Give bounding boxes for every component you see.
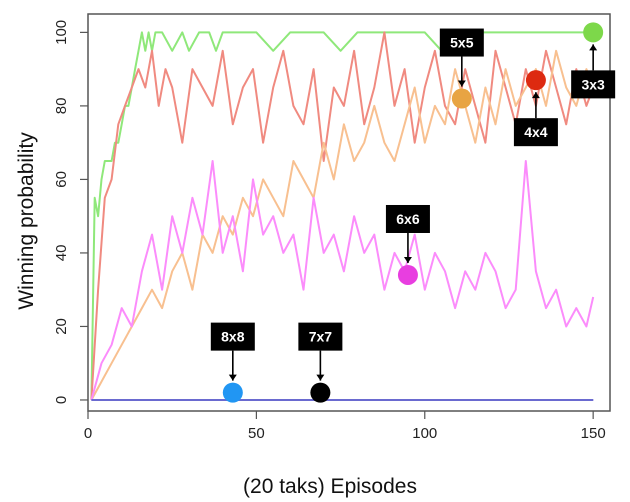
y-tick-label: 40 [53, 245, 70, 262]
callout-box [571, 70, 616, 99]
y-axis-ticks: 0 20 40 60 80 100 [53, 20, 88, 404]
y-tick-label: 80 [53, 98, 70, 115]
y-tick-label: 20 [53, 318, 70, 335]
marker-dot [525, 70, 546, 91]
marker-dot [451, 88, 472, 109]
callout-box [513, 118, 558, 147]
callout-box [385, 204, 430, 233]
plot-frame [87, 13, 611, 412]
marker-5x5: 5x5 [439, 28, 484, 109]
callout-arrowhead [403, 256, 412, 263]
x-tick-label: 0 [84, 425, 92, 442]
marker-dot [310, 382, 331, 403]
x-tick-label: 100 [412, 425, 437, 442]
callout-label: 7x7 [309, 329, 333, 345]
callout-arrowhead [457, 80, 466, 87]
x-tick-label: 150 [581, 425, 606, 442]
y-tick-label: 0 [53, 396, 70, 404]
callout-label: 6x6 [396, 211, 420, 227]
callout-label: 8x8 [221, 329, 245, 345]
callout-box [298, 322, 343, 351]
callout-arrowhead [589, 44, 598, 51]
callout-box [439, 28, 484, 57]
series-line-s5x5 [90, 49, 595, 401]
y-tick-label: 60 [53, 171, 70, 188]
callout-label: 3x3 [581, 76, 605, 92]
callout-label: 4x4 [524, 124, 548, 140]
marker-dot [583, 22, 604, 43]
callout-arrowhead [228, 374, 237, 381]
series-line-s4x4 [90, 31, 595, 401]
callout-box [210, 322, 255, 351]
marker-layer: 3x3 4x4 5x5 6x6 7x7 8x8 [210, 22, 616, 403]
y-tick-label: 100 [53, 20, 70, 45]
marker-3x3: 3x3 [571, 22, 616, 99]
marker-4x4: 4x4 [513, 70, 558, 147]
marker-7x7: 7x7 [298, 322, 343, 403]
y-axis-title: Winning probability [15, 132, 38, 310]
marker-dot [397, 264, 418, 285]
x-axis-ticks: 0 50 100 150 [84, 411, 606, 442]
x-tick-label: 50 [248, 425, 265, 442]
callout-arrowhead [531, 92, 540, 99]
series-line-s6x6 [90, 160, 595, 401]
marker-dot [222, 382, 243, 403]
marker-8x8: 8x8 [210, 322, 255, 403]
callout-label: 5x5 [450, 35, 474, 51]
x-axis-title: (20 taks) Episodes [243, 475, 417, 498]
callout-arrowhead [316, 374, 325, 381]
marker-6x6: 6x6 [385, 204, 430, 285]
